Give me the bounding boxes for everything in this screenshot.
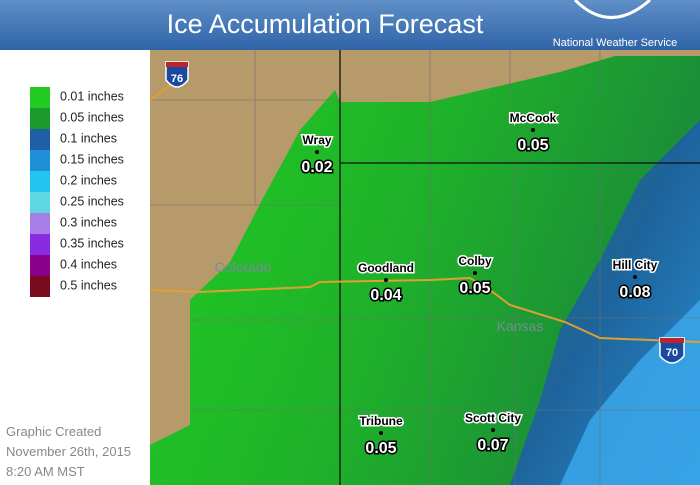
city-dot — [633, 275, 637, 279]
city-name: Hill City — [613, 258, 658, 272]
city-name: Scott City — [465, 411, 521, 425]
legend-swatch — [30, 276, 50, 297]
city-name: Wray — [302, 133, 331, 147]
city-name: Colby — [458, 254, 492, 268]
legend-label: 0.15 inches — [60, 152, 124, 166]
title: Ice Accumulation Forecast — [167, 9, 484, 39]
shield-number: 76 — [171, 73, 183, 85]
footer-line: Graphic Created — [6, 424, 101, 439]
shield-number: 70 — [666, 347, 678, 359]
legend-swatch — [30, 234, 50, 255]
county-lines — [150, 50, 700, 485]
legend-swatch — [30, 150, 50, 171]
state-lines — [339, 50, 700, 485]
legend-label: 0.05 inches — [60, 110, 124, 124]
cities: Wray 0.02 McCook 0.05 Goodland 0.04 Colby 0.05 H… — [300, 110, 659, 459]
city-name: McCook — [510, 111, 557, 125]
legend-swatch — [30, 213, 50, 234]
legend-label: 0.4 inches — [60, 257, 117, 271]
city-name: Goodland — [358, 261, 414, 275]
legend-swatch — [30, 87, 50, 108]
legend-swatch — [30, 171, 50, 192]
city-value: 0.02 — [301, 159, 332, 176]
legend-swatch — [30, 192, 50, 213]
interstate — [149, 276, 700, 343]
shield: 70 — [659, 337, 685, 364]
city-name: Tribune — [359, 414, 403, 428]
legend-label: 0.3 inches — [60, 215, 117, 229]
agency: National Weather Service — [553, 37, 678, 49]
legend-label: 0.1 inches — [60, 131, 117, 145]
footer-line: November 26th, 2015 — [6, 444, 131, 459]
city-value: 0.07 — [477, 437, 508, 454]
legend-swatch — [30, 255, 50, 276]
state-label: Kansas — [497, 318, 544, 334]
city-value: 0.08 — [619, 284, 650, 301]
city-value: 0.05 — [365, 440, 396, 457]
legend-swatch — [30, 129, 50, 150]
legend-label: 0.2 inches — [60, 173, 117, 187]
legend-swatch — [30, 108, 50, 129]
logo — [573, 0, 651, 19]
city-value: 0.05 — [459, 280, 490, 297]
footer-line: 8:20 AM MST — [6, 464, 85, 479]
city-dot — [531, 128, 535, 132]
city-dot — [379, 431, 383, 435]
city-dot — [491, 428, 495, 432]
legend: 0.01 inches 0.05 inches 0.1 inches 0.15 inc… — [30, 87, 124, 297]
legend-label: 0.35 inches — [60, 236, 124, 250]
city-value: 0.04 — [370, 287, 401, 304]
legend-label: 0.25 inches — [60, 194, 124, 208]
legend-label: 0.5 inches — [60, 278, 117, 292]
city-dot — [315, 150, 319, 154]
legend-label: 0.01 inches — [60, 89, 124, 103]
city-dot — [473, 271, 477, 275]
city-dot — [384, 278, 388, 282]
state-label: Colorado — [215, 259, 272, 275]
city-value: 0.05 — [517, 137, 548, 154]
shield: 76 — [165, 61, 189, 88]
